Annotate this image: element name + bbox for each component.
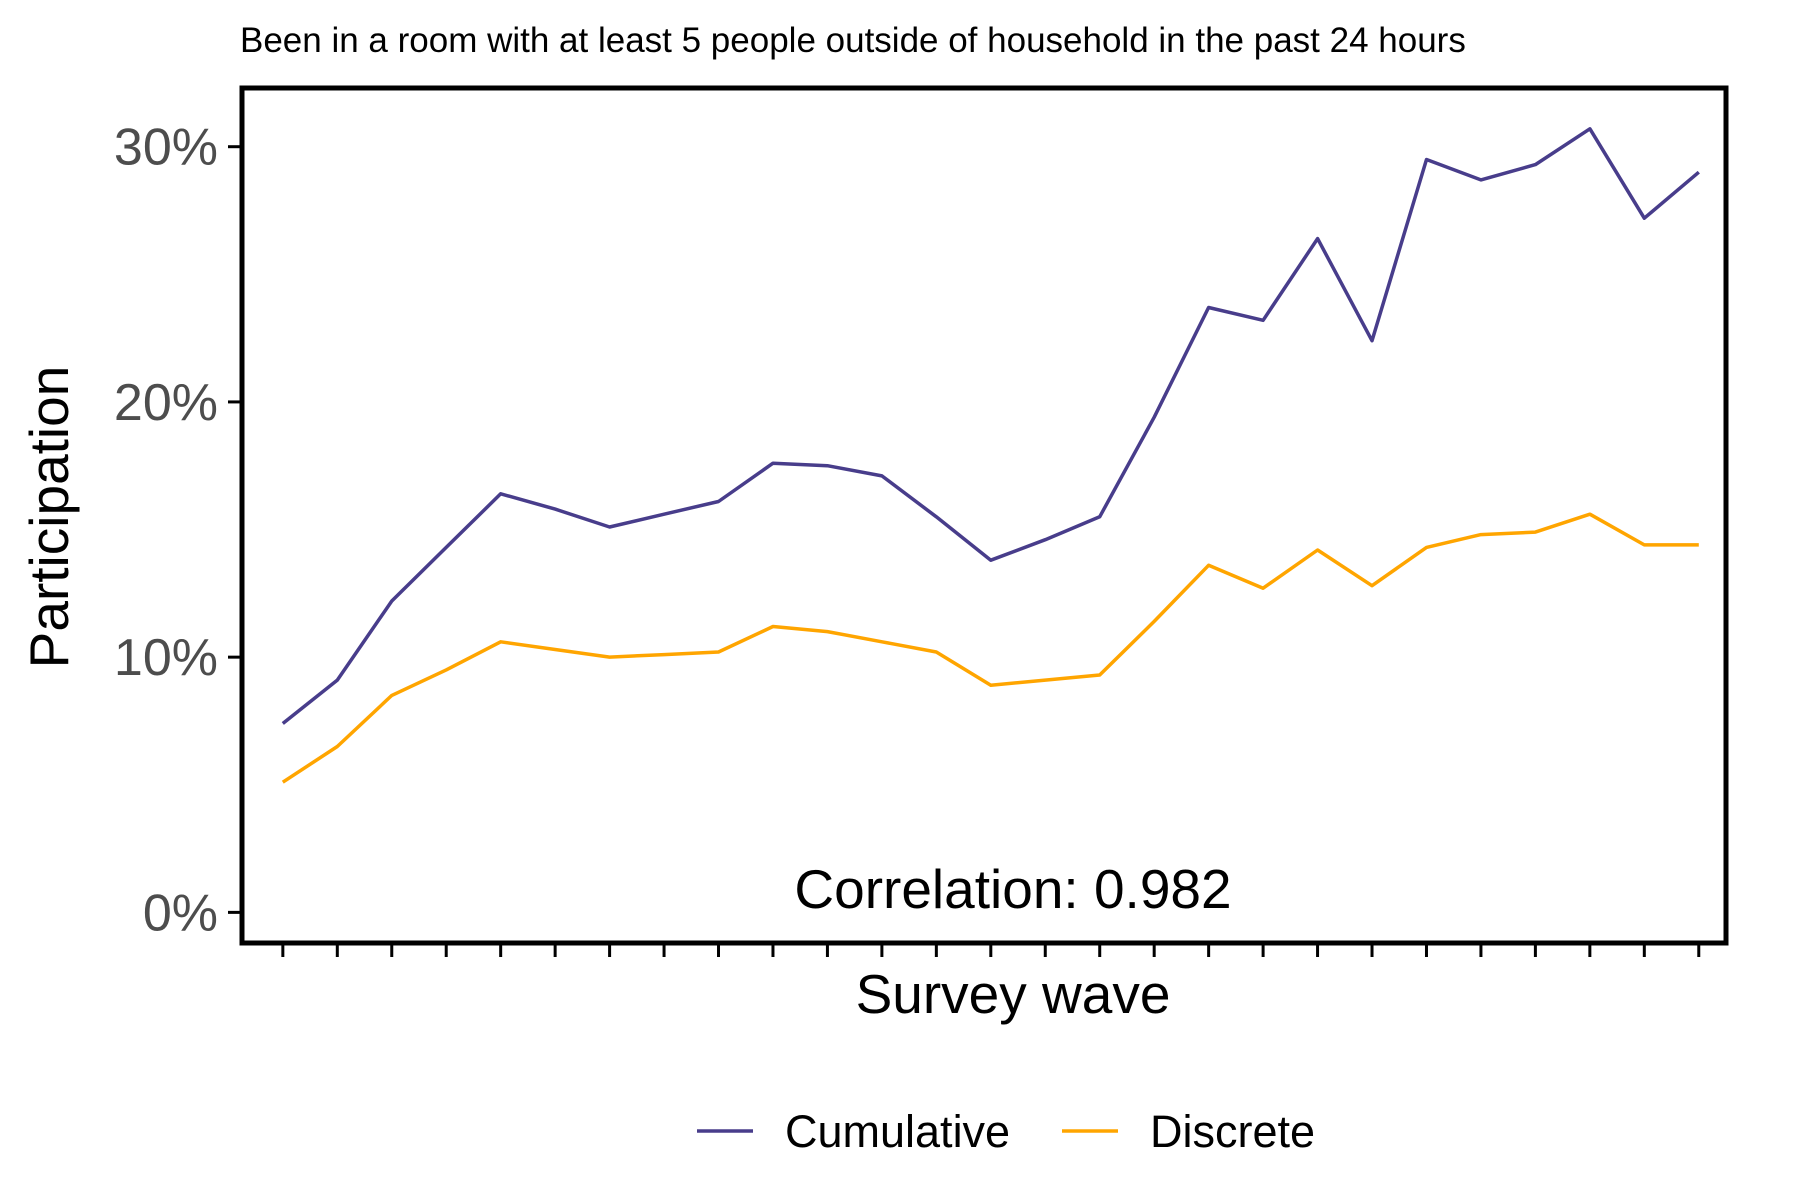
y-axis: 0% 10% 20% 30% — [114, 119, 242, 942]
series-line-discrete — [281, 512, 1699, 784]
legend: Cumulative Discrete — [697, 1106, 1315, 1157]
legend-label-cumulative: Cumulative — [785, 1106, 1010, 1157]
y-tick-label: 20% — [114, 374, 218, 432]
correlation-annotation: Correlation: 0.982 — [794, 858, 1231, 920]
x-axis-title: Survey wave — [856, 963, 1171, 1025]
y-tick-label: 30% — [114, 119, 218, 177]
y-tick-label: 0% — [143, 884, 218, 942]
chart-title: Been in a room with at least 5 people ou… — [240, 21, 1466, 60]
legend-label-discrete: Discrete — [1150, 1106, 1315, 1157]
plot-panel-border — [239, 85, 1729, 946]
plot-series — [281, 127, 1700, 784]
y-tick-label: 10% — [114, 629, 218, 687]
y-axis-title: Participation — [18, 366, 80, 669]
series-line-cumulative — [281, 127, 1700, 725]
